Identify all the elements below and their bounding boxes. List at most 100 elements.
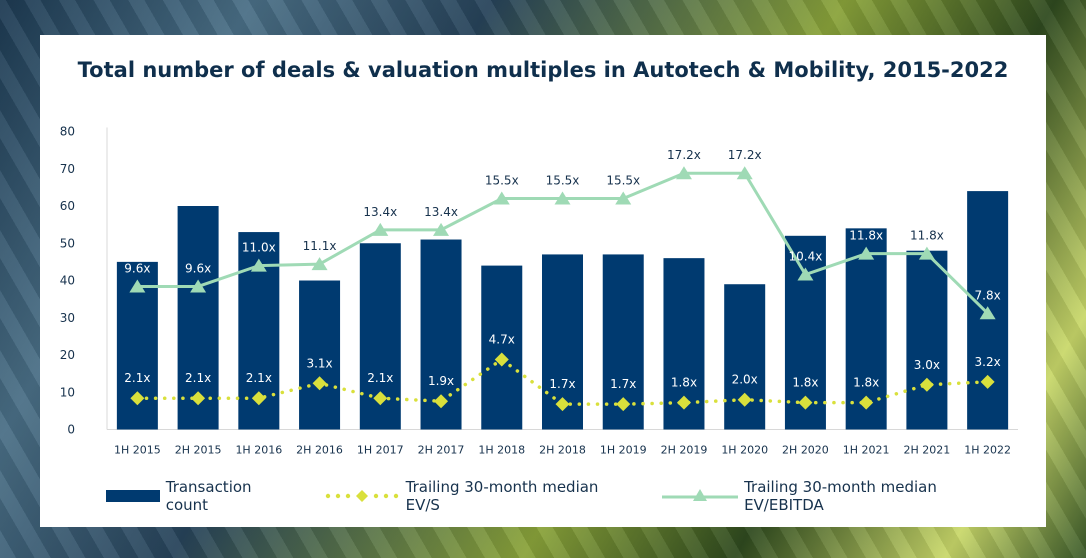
data-label: 1.8x: [792, 376, 818, 390]
marker-ev-ebitda: [797, 267, 814, 281]
data-label: 3.0x: [914, 358, 940, 372]
x-tick-label: 1H 2019: [600, 444, 647, 457]
data-label: 15.5x: [546, 174, 580, 188]
x-tick-label: 1H 2016: [235, 444, 282, 457]
marker-ev-s: [373, 391, 388, 406]
data-label: 1.8x: [853, 376, 879, 390]
data-label: 11.8x: [849, 229, 883, 243]
x-tick-label: 1H 2022: [964, 444, 1011, 457]
marker-ev-s: [919, 377, 934, 392]
x-tick-label: 2H 2021: [904, 444, 951, 457]
bar-transaction-count: [299, 280, 341, 430]
marker-ev-ebitda: [190, 279, 207, 293]
data-label: 2.1x: [246, 371, 272, 385]
legend: Transaction count Trailing 30-month medi…: [106, 478, 1046, 514]
legend-item-ev-ebitda: Trailing 30-month median EV/EBITDA: [662, 478, 1020, 514]
x-tick-label: 1H 2018: [478, 444, 525, 457]
data-label: 15.5x: [485, 174, 519, 188]
legend-label: Trailing 30-month median EV/EBITDA: [744, 478, 937, 514]
x-tick-label: 2H 2018: [539, 444, 586, 457]
marker-ev-ebitda: [311, 257, 328, 271]
y-tick-label: 40: [60, 274, 75, 288]
marker-ev-ebitda: [250, 258, 267, 272]
data-label: 2.1x: [367, 371, 393, 385]
x-tick-label: 2H 2016: [296, 444, 343, 457]
x-tick-label: 1H 2020: [721, 444, 768, 457]
legend-item-transaction-count: Transaction count: [106, 478, 298, 514]
y-tick-label: 30: [60, 311, 75, 325]
y-tick-label: 50: [60, 236, 75, 250]
data-label: 3.2x: [975, 355, 1001, 369]
data-label: 3.1x: [306, 356, 332, 370]
data-label: 1.9x: [428, 374, 454, 388]
data-label: 9.6x: [185, 261, 211, 275]
marker-ev-s: [616, 397, 631, 412]
marker-ev-ebitda: [372, 222, 389, 236]
marker-ev-ebitda: [675, 166, 692, 180]
bar-transaction-count: [481, 265, 523, 430]
data-label: 1.7x: [610, 377, 636, 391]
marker-ev-s: [251, 391, 266, 406]
marker-ev-ebitda: [736, 166, 753, 180]
marker-ev-ebitda: [493, 191, 510, 205]
marker-ev-s: [737, 392, 752, 407]
marker-ev-ebitda: [433, 222, 450, 236]
marker-ev-ebitda: [615, 191, 632, 205]
y-tick-label: 10: [60, 385, 75, 399]
bar-transaction-count: [906, 250, 948, 430]
dotted-diamond-swatch-icon: [325, 490, 399, 502]
chart-title: Total number of deals & valuation multip…: [77, 58, 1009, 82]
marker-ev-s: [191, 391, 206, 406]
data-label: 10.4x: [789, 250, 823, 264]
data-label: 9.6x: [124, 261, 150, 275]
legend-item-ev-s: Trailing 30-month median EV/S: [324, 478, 636, 514]
marker-ev-s: [312, 376, 327, 391]
marker-ev-s: [130, 391, 145, 406]
legend-label: Trailing 30-month median EV/S: [405, 478, 599, 514]
data-label: 13.4x: [363, 205, 397, 219]
marker-ev-s: [555, 397, 570, 412]
data-label: 11.1x: [303, 239, 337, 253]
marker-ev-ebitda: [918, 246, 935, 260]
y-tick-label: 0: [67, 423, 75, 437]
data-label: 11.0x: [242, 241, 276, 255]
y-tick-label: 70: [60, 162, 75, 176]
marker-ev-ebitda: [858, 246, 875, 260]
legend-label: Transaction count: [165, 478, 252, 514]
data-label: 7.8x: [975, 288, 1001, 302]
data-label: 1.8x: [671, 376, 697, 390]
chart-panel: Total number of deals & valuation multip…: [40, 35, 1046, 527]
y-tick-label: 20: [60, 348, 75, 362]
x-tick-label: 1H 2021: [843, 444, 890, 457]
data-label: 11.8x: [910, 229, 944, 243]
marker-ev-s: [434, 394, 449, 409]
data-label: 17.2x: [667, 148, 701, 162]
bar-swatch-icon: [106, 490, 160, 502]
data-label: 1.7x: [549, 377, 575, 391]
data-label: 2.0x: [732, 373, 758, 387]
marker-ev-s: [494, 352, 509, 367]
data-label: 17.2x: [728, 148, 762, 162]
x-tick-label: 2H 2020: [782, 444, 829, 457]
x-tick-label: 2H 2017: [418, 444, 465, 457]
data-label: 4.7x: [489, 332, 515, 346]
y-tick-label: 80: [60, 125, 75, 139]
data-label: 2.1x: [124, 371, 150, 385]
y-tick-label: 60: [60, 199, 75, 213]
x-tick-label: 2H 2015: [175, 444, 222, 457]
marker-ev-s: [676, 395, 691, 410]
data-label: 13.4x: [424, 205, 458, 219]
line-triangle-swatch-icon: [662, 489, 739, 501]
marker-ev-ebitda: [979, 306, 996, 320]
marker-ev-s: [980, 374, 995, 389]
data-label: 2.1x: [185, 371, 211, 385]
x-tick-label: 1H 2017: [357, 444, 404, 457]
combo-chart: 0 10 20 30 40 50 60 70 80 1H 2015 2H 2015 1H 2016 2H…: [60, 125, 1018, 457]
bar-transaction-count: [724, 284, 766, 430]
marker-ev-s: [859, 395, 874, 410]
marker-ev-ebitda: [554, 191, 571, 205]
x-tick-label: 2H 2019: [661, 444, 708, 457]
x-tick-label: 1H 2015: [114, 444, 161, 457]
marker-ev-ebitda: [129, 279, 146, 293]
data-label: 15.5x: [606, 174, 640, 188]
